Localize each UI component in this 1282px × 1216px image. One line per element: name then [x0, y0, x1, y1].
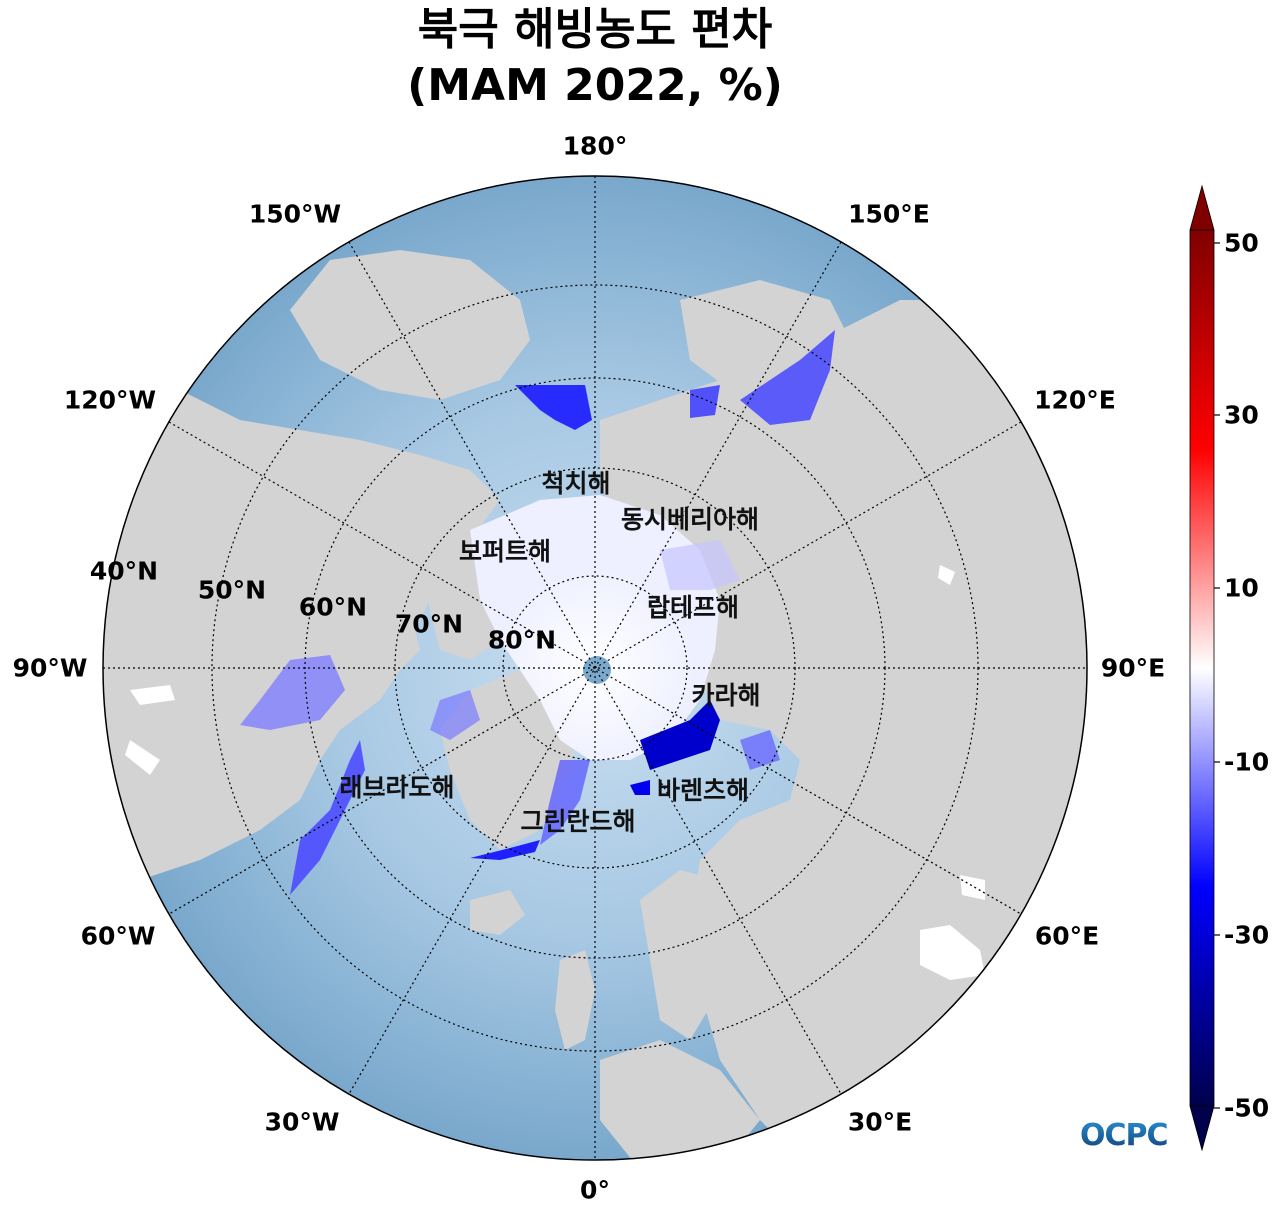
longitude-label-30e: 30°E [847, 1107, 913, 1137]
map-boundary [102, 175, 1088, 1161]
latitude-label-70n: 70°N [394, 609, 464, 639]
colorbar-tick-10: 10 [1224, 573, 1259, 603]
sea-label-laptev: 랍테프해 [646, 593, 740, 622]
longitude-label-150w: 150°W [248, 199, 342, 229]
colorbar-tick-neg10: -10 [1224, 747, 1270, 777]
longitude-label-120e: 120°E [1034, 385, 1116, 415]
colorbar-extend-min [1189, 1105, 1215, 1152]
latitude-label-40n: 40°N [89, 556, 159, 586]
colorbar [1189, 184, 1220, 1152]
meridians [103, 176, 1087, 1160]
sea-label-chukchi: 척치해 [541, 469, 611, 498]
colorbar-tick-50: 50 [1224, 228, 1259, 258]
sea-label-kara: 카라해 [691, 681, 761, 710]
map-title-line1: 북극 해빙농도 편차 [417, 4, 773, 55]
longitude-label-120w: 120°W [63, 385, 157, 415]
colorbar-tick-neg50: -50 [1224, 1093, 1270, 1123]
sea-label-barents: 바렌츠해 [656, 776, 750, 805]
latitude-label-50n: 50°N [197, 575, 267, 605]
longitude-label-30w: 30°W [264, 1107, 340, 1137]
ocpc-logo: OCPC [1080, 1118, 1169, 1153]
sea-label-labrador: 래브라도해 [339, 773, 455, 802]
colorbar-gradient [1189, 229, 1215, 1107]
latitude-label-60n: 60°N [298, 592, 368, 622]
sea-label-greenland: 그린란드해 [520, 807, 636, 836]
longitude-label-60e: 60°E [1034, 921, 1100, 951]
longitude-label-0: 0° [580, 1175, 610, 1205]
longitude-label-90e: 90°E [1100, 653, 1166, 683]
pole-hole [583, 656, 611, 684]
longitude-label-90w: 90°W [12, 653, 88, 683]
colorbar-tick-neg30: -30 [1224, 920, 1270, 950]
masked-areas [125, 565, 985, 980]
longitude-label-180: 180° [562, 131, 628, 161]
longitude-label-150e: 150°E [848, 199, 930, 229]
map-title-line2: (MAM 2022, %) [407, 60, 783, 111]
colorbar-extend-max [1189, 184, 1215, 231]
sea-label-east-siberian: 동시베리아해 [620, 505, 760, 534]
land [103, 250, 1087, 1160]
anomaly-patches [240, 330, 835, 895]
longitude-label-60w: 60°W [80, 921, 156, 951]
latitude-label-80n: 80°N [487, 625, 557, 655]
colorbar-tick-30: 30 [1224, 400, 1259, 430]
sea-label-beaufort: 보퍼트해 [458, 537, 552, 566]
